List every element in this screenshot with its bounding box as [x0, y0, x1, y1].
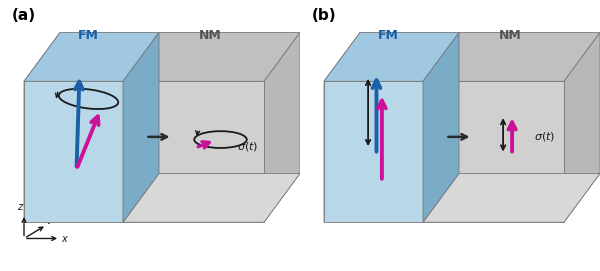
- Polygon shape: [123, 81, 264, 222]
- Polygon shape: [24, 33, 60, 222]
- Polygon shape: [264, 33, 300, 222]
- Text: FM: FM: [378, 29, 399, 42]
- Polygon shape: [123, 173, 300, 222]
- Polygon shape: [24, 33, 159, 81]
- Polygon shape: [123, 33, 159, 222]
- Polygon shape: [564, 33, 600, 222]
- Polygon shape: [24, 81, 123, 222]
- Polygon shape: [324, 33, 360, 222]
- Text: NM: NM: [199, 29, 221, 42]
- Text: z: z: [17, 202, 22, 212]
- Text: (a): (a): [12, 8, 36, 23]
- Text: $\mathbf{m}$$(t)$: $\mathbf{m}$$(t)$: [25, 145, 50, 158]
- Polygon shape: [423, 81, 564, 222]
- Polygon shape: [423, 33, 600, 81]
- Polygon shape: [423, 173, 600, 222]
- Text: FM: FM: [78, 29, 99, 42]
- Polygon shape: [123, 33, 300, 81]
- Text: NM: NM: [499, 29, 521, 42]
- Text: $\mathbf{m}$$(t)$: $\mathbf{m}$$(t)$: [329, 138, 355, 151]
- Text: y: y: [47, 214, 53, 224]
- Polygon shape: [423, 33, 459, 222]
- Polygon shape: [324, 81, 423, 222]
- Text: $\overrightarrow{\mathbf{j}}_s$: $\overrightarrow{\mathbf{j}}_s$: [444, 116, 456, 136]
- Text: $\overrightarrow{\mathbf{j}}_s$: $\overrightarrow{\mathbf{j}}_s$: [144, 116, 156, 136]
- Text: (b): (b): [312, 8, 337, 23]
- Text: $\sigma(t)$: $\sigma(t)$: [237, 140, 258, 153]
- Text: $\sigma(t)$: $\sigma(t)$: [534, 130, 555, 143]
- Text: x: x: [62, 234, 67, 244]
- Polygon shape: [324, 33, 459, 81]
